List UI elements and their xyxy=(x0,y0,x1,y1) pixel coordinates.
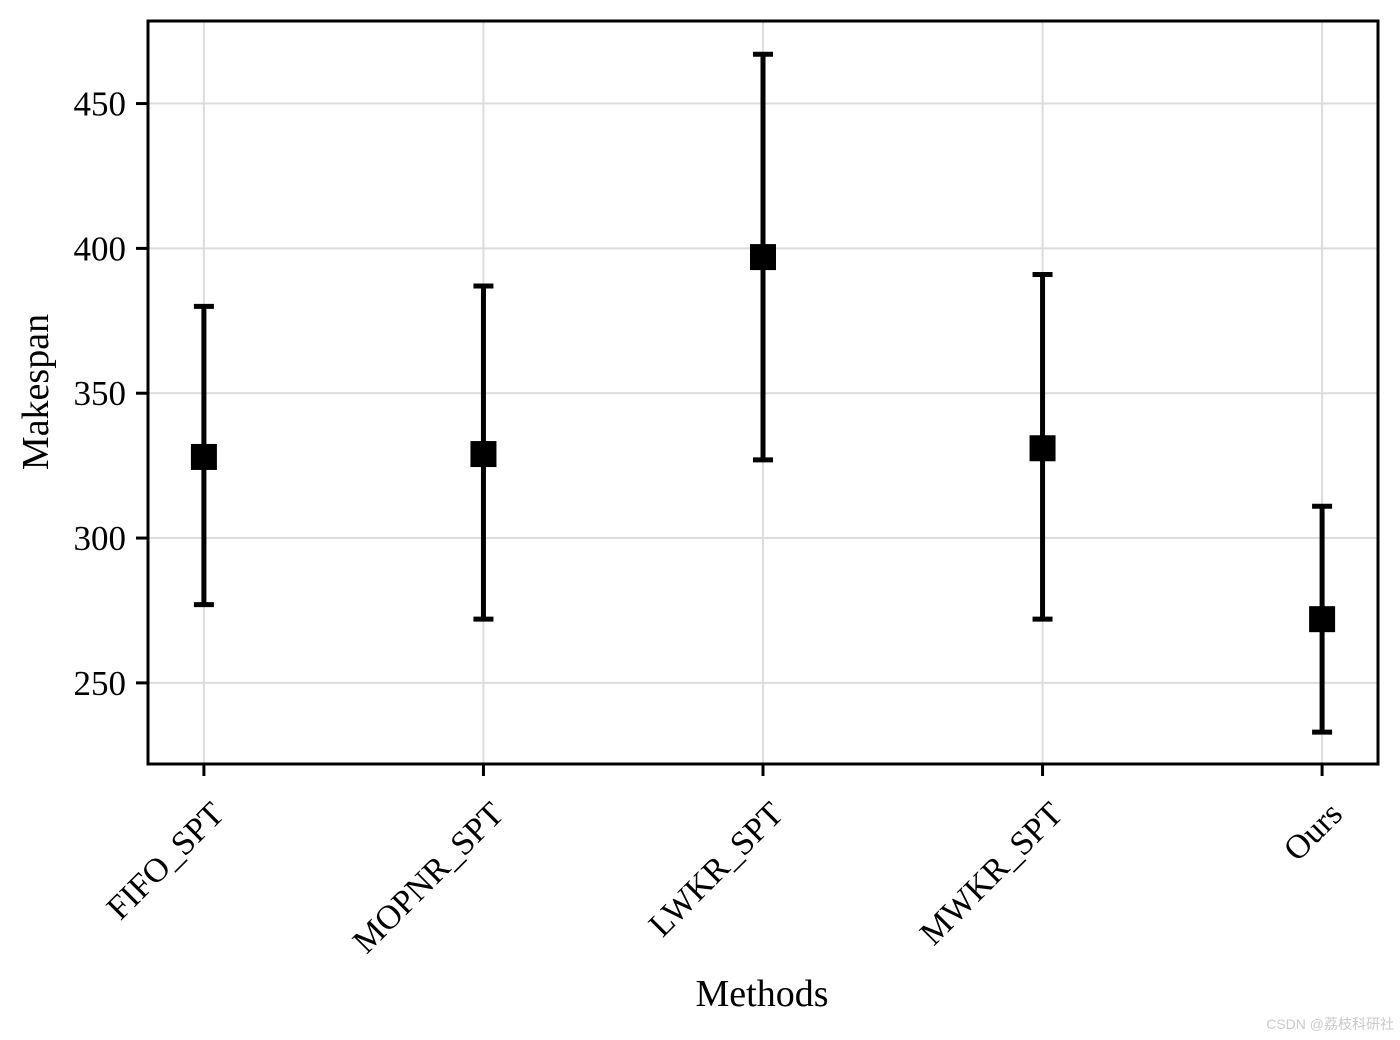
y-tick-label: 400 xyxy=(74,229,127,268)
mean-marker xyxy=(470,441,497,468)
mean-marker xyxy=(190,443,217,470)
y-tick-label: 250 xyxy=(74,664,127,703)
mean-marker xyxy=(1029,435,1056,462)
x-tick-label: Ours xyxy=(1277,795,1350,868)
x-tick-label: LWKR_SPT xyxy=(642,795,791,944)
watermark-text: CSDN @荔枝科研社 xyxy=(1266,1016,1394,1032)
mean-marker xyxy=(750,244,776,271)
x-axis-title: Methods xyxy=(695,973,829,1015)
y-tick-label: 300 xyxy=(74,519,127,558)
y-tick-label: 350 xyxy=(74,374,127,413)
mean-marker xyxy=(1309,606,1336,633)
x-tick-label: MOPNR_SPT xyxy=(346,795,511,960)
y-tick-label: 450 xyxy=(74,85,127,124)
y-axis-title: Makespan xyxy=(15,313,57,471)
x-tick-label: FIFO_SPT xyxy=(100,795,232,927)
x-tick-label: MWKR_SPT xyxy=(913,795,1070,952)
